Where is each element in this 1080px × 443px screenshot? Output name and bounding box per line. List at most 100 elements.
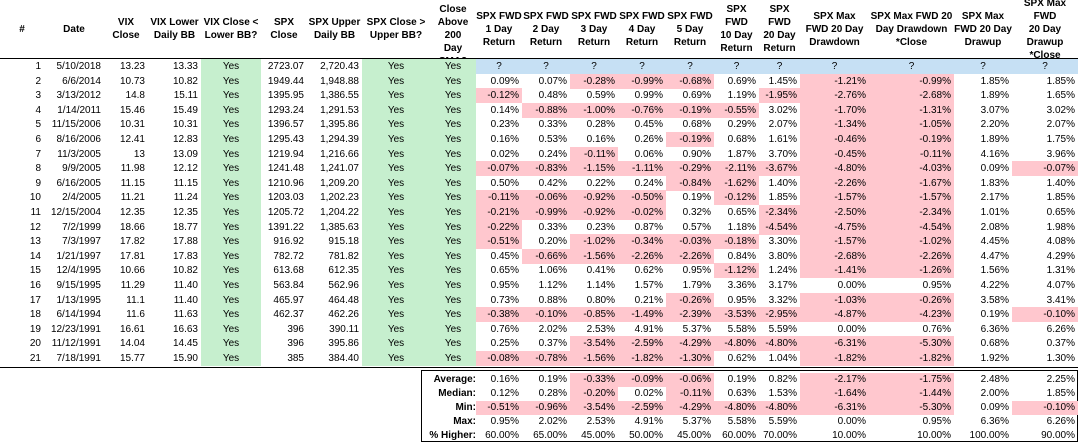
- table-cell: 3.30%: [768, 236, 797, 247]
- row-number: 21: [29, 353, 41, 364]
- table-cell: -1.57%: [800, 190, 869, 205]
- table-cell: Yes: [362, 88, 430, 103]
- table-cell: 14.45: [172, 338, 198, 349]
- table-cell: Yes: [362, 74, 430, 89]
- table-cell: ?: [570, 59, 618, 74]
- stat-value: -1.75%: [869, 373, 954, 387]
- table-cell: Yes: [430, 278, 476, 293]
- table-cell: 17.83: [172, 251, 198, 262]
- table-cell: -0.55%: [714, 103, 759, 118]
- table-cell: -0.10%: [1012, 307, 1078, 322]
- stat-value: 5.59%: [768, 416, 797, 427]
- stat-value: -1.64%: [800, 387, 869, 401]
- stat-value: -0.10%: [1012, 401, 1078, 415]
- table-cell: 0.95%: [490, 280, 519, 291]
- table-cell: -0.88%: [522, 103, 570, 118]
- table-cell: Yes: [362, 234, 430, 249]
- table-cell: Yes: [362, 117, 430, 132]
- table-cell: 3.96%: [1046, 149, 1075, 160]
- table-cell: -1.56%: [570, 249, 618, 264]
- table-cell: 16.63: [172, 324, 198, 335]
- table-cell: 4.45%: [980, 236, 1009, 247]
- row-number: 1: [35, 61, 41, 72]
- table-cell: 5.59%: [768, 324, 797, 335]
- table-cell: 0.00%: [837, 280, 866, 291]
- table-cell: 1.83%: [980, 178, 1009, 189]
- table-cell: 1.89%: [980, 134, 1009, 145]
- stat-value: 0.00%: [837, 416, 866, 427]
- table-cell: 0.99%: [634, 90, 663, 101]
- table-cell: Yes: [430, 103, 476, 118]
- table-cell: Yes: [201, 249, 261, 264]
- table-cell: 11.21: [120, 192, 145, 203]
- table-cell: -1.05%: [869, 117, 954, 132]
- table-cell: 0.73%: [490, 295, 519, 306]
- table-cell: 0.37%: [538, 338, 567, 349]
- table-cell: 1,291.53: [320, 105, 359, 116]
- table-cell: Yes: [362, 161, 430, 176]
- row-date: 12/4/1995: [56, 265, 102, 276]
- table-cell: Yes: [362, 190, 430, 205]
- table-cell: 12.35: [172, 207, 198, 218]
- stat-value: -6.31%: [800, 401, 869, 415]
- table-cell: 4.07%: [1046, 280, 1075, 291]
- table-cell: -1.31%: [869, 103, 954, 118]
- row-date: 7/2/1999: [62, 222, 101, 233]
- table-cell: 11.98: [120, 163, 145, 174]
- table-cell: 4.08%: [1046, 236, 1075, 247]
- column-header: SPX Max FWD 20 Day Drawdown: [805, 10, 864, 48]
- column-header: SPX Max FWD 20 Day Drawup *Close: [1023, 0, 1067, 61]
- table-cell: Yes: [430, 205, 476, 220]
- table-cell: 18.77: [172, 222, 198, 233]
- table-cell: 1.04%: [768, 353, 797, 364]
- table-cell: -0.11%: [476, 190, 522, 205]
- table-cell: ?: [714, 59, 759, 74]
- table-cell: Yes: [362, 132, 430, 147]
- table-cell: 1.56%: [980, 265, 1009, 276]
- stat-value: -0.20%: [570, 387, 618, 401]
- table-cell: -0.83%: [522, 161, 570, 176]
- table-cell: 1.61%: [768, 134, 797, 145]
- table-cell: -6.31%: [800, 336, 869, 351]
- stat-value: 2.00%: [980, 388, 1009, 399]
- table-cell: 396: [287, 324, 304, 335]
- table-cell: 1949.44: [267, 76, 304, 87]
- table-cell: 11.29: [120, 280, 145, 291]
- table-cell: -0.19%: [869, 132, 954, 147]
- table-cell: 3.36%: [727, 280, 756, 291]
- table-cell: 0.65%: [727, 207, 756, 218]
- table-cell: -4.03%: [869, 161, 954, 176]
- row-number: 20: [29, 338, 41, 349]
- table-cell: 0.69%: [682, 90, 711, 101]
- table-cell: 0.00%: [837, 324, 866, 335]
- table-cell: 1.98%: [1046, 222, 1075, 233]
- stat-value: -0.51%: [476, 401, 522, 415]
- stat-label: Min:: [455, 402, 476, 413]
- table-cell: -2.68%: [869, 88, 954, 103]
- table-cell: ?: [666, 59, 714, 74]
- stat-value: 65.00%: [533, 430, 567, 441]
- table-cell: Yes: [430, 132, 476, 147]
- table-cell: 0.26%: [634, 134, 663, 145]
- table-cell: -4.80%: [714, 336, 759, 351]
- stat-label: % Higher:: [429, 430, 476, 441]
- table-cell: Yes: [201, 117, 261, 132]
- table-cell: 0.76%: [490, 324, 519, 335]
- row-date: 11/3/2005: [57, 149, 101, 160]
- table-cell: 10.31: [172, 119, 198, 130]
- table-cell: Yes: [430, 336, 476, 351]
- column-header: SPX FWD 5 Day Return: [667, 10, 713, 48]
- table-cell: 1.85%: [980, 76, 1009, 87]
- table-cell: 0.90%: [682, 149, 711, 160]
- table-cell: -4.54%: [759, 220, 800, 235]
- row-date: 9/15/1995: [56, 280, 102, 291]
- row-date: 1/21/1997: [56, 251, 102, 262]
- stat-value: 0.82%: [768, 374, 797, 385]
- stat-value: 0.95%: [922, 416, 951, 427]
- table-cell: 1.40%: [768, 178, 797, 189]
- table-cell: 0.19%: [980, 309, 1009, 320]
- table-cell: -0.85%: [570, 307, 618, 322]
- stat-value: 70.00%: [763, 430, 797, 441]
- table-cell: Yes: [430, 322, 476, 337]
- table-cell: 1.92%: [980, 353, 1009, 364]
